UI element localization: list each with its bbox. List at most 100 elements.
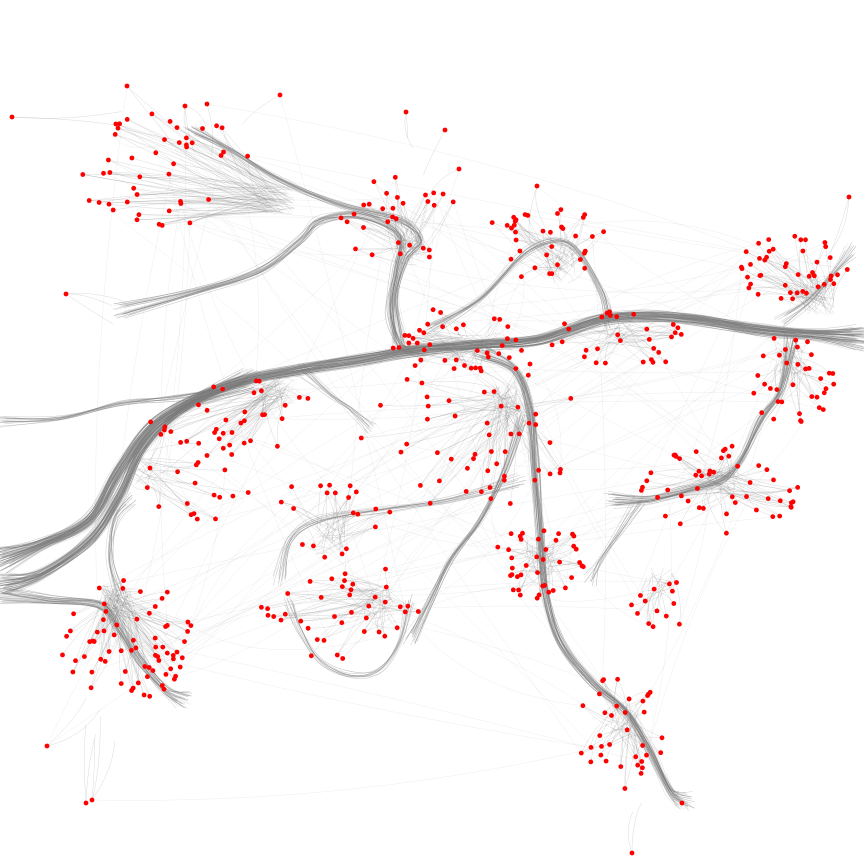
node-edge: [198, 396, 285, 405]
node-edge: [115, 123, 284, 190]
bundled-edge: [0, 388, 219, 420]
node: [440, 324, 445, 330]
node-edge: [323, 594, 379, 641]
node-edge: [407, 192, 434, 244]
node-edge: [107, 597, 174, 656]
node-edge: [466, 318, 495, 362]
bundled-edge: [484, 347, 688, 797]
node-edge: [72, 589, 104, 673]
node-edge: [711, 476, 751, 483]
bundled-edge: [783, 254, 854, 325]
node: [145, 674, 150, 680]
node-edge: [395, 201, 429, 264]
bundled-edge: [0, 375, 250, 582]
faint-edge: [346, 548, 380, 633]
node-edge: [126, 464, 197, 472]
bundled-edge: [0, 313, 858, 554]
node-edge: [225, 391, 277, 421]
node-edge: [528, 530, 545, 567]
node: [68, 628, 73, 634]
node: [161, 686, 167, 692]
node: [788, 504, 794, 510]
node: [573, 233, 578, 239]
node: [502, 449, 508, 455]
node: [498, 403, 504, 409]
node-edge: [240, 379, 294, 424]
node-edge: [291, 486, 336, 547]
node: [656, 350, 662, 355]
node-edge: [46, 709, 101, 747]
node-edge: [244, 376, 282, 413]
node: [102, 659, 108, 664]
bundled-edge: [113, 216, 412, 356]
node-edge: [120, 601, 156, 656]
node-edge: [280, 599, 392, 621]
faint-edge: [125, 222, 191, 672]
faint-edge: [82, 174, 398, 201]
node-edge: [460, 326, 508, 352]
node: [130, 685, 136, 691]
bundled-edge: [185, 136, 418, 351]
node-edge: [703, 487, 713, 509]
bundled-edge: [487, 341, 693, 794]
node-edge: [464, 365, 519, 408]
faint-edge: [133, 188, 569, 330]
node-edge: [244, 379, 275, 421]
node: [814, 259, 820, 265]
bundled-edge: [0, 397, 221, 428]
node-edge: [518, 551, 537, 591]
node: [544, 252, 549, 258]
node: [166, 208, 172, 214]
node-edge: [516, 239, 569, 265]
node-edge: [321, 526, 376, 538]
node-edge: [395, 177, 402, 240]
node: [291, 506, 296, 511]
node: [517, 533, 523, 539]
node-edge: [94, 609, 127, 642]
node-edge: [402, 203, 413, 265]
node-edge: [562, 317, 625, 342]
node: [82, 654, 87, 659]
bundled-edge: [293, 602, 415, 679]
node-edge: [317, 597, 379, 640]
node-edge: [723, 466, 739, 490]
node-edge: [448, 397, 515, 401]
node-edge: [601, 723, 619, 747]
node: [106, 649, 112, 654]
node-edge: [606, 341, 654, 349]
node: [160, 644, 166, 650]
node-edge: [319, 485, 330, 531]
node-edge: [104, 595, 156, 607]
node: [339, 584, 345, 590]
node-edge: [492, 222, 562, 262]
node: [349, 610, 354, 615]
node-edge: [136, 210, 281, 220]
node-edge: [206, 103, 213, 155]
node: [513, 366, 519, 371]
node-edge: [581, 722, 628, 754]
bundled-edge: [193, 134, 423, 352]
node: [826, 370, 832, 376]
node: [759, 410, 765, 416]
node-edge: [626, 717, 647, 756]
node-edge: [448, 400, 497, 411]
node: [557, 470, 563, 476]
node: [601, 677, 606, 682]
node: [397, 251, 403, 257]
bundled-edge: [425, 237, 605, 327]
node-edge: [596, 322, 623, 363]
node: [783, 347, 788, 352]
node-edge: [164, 384, 281, 431]
bundled-edge: [114, 216, 416, 355]
node-edge: [716, 469, 767, 477]
node-edge: [621, 723, 642, 774]
node: [418, 483, 423, 488]
node-edge: [189, 197, 294, 224]
node-edge: [198, 380, 282, 405]
node-edge: [186, 379, 268, 442]
node: [622, 710, 628, 715]
bundled-edge: [411, 412, 522, 633]
node: [463, 489, 469, 494]
node: [622, 786, 628, 791]
